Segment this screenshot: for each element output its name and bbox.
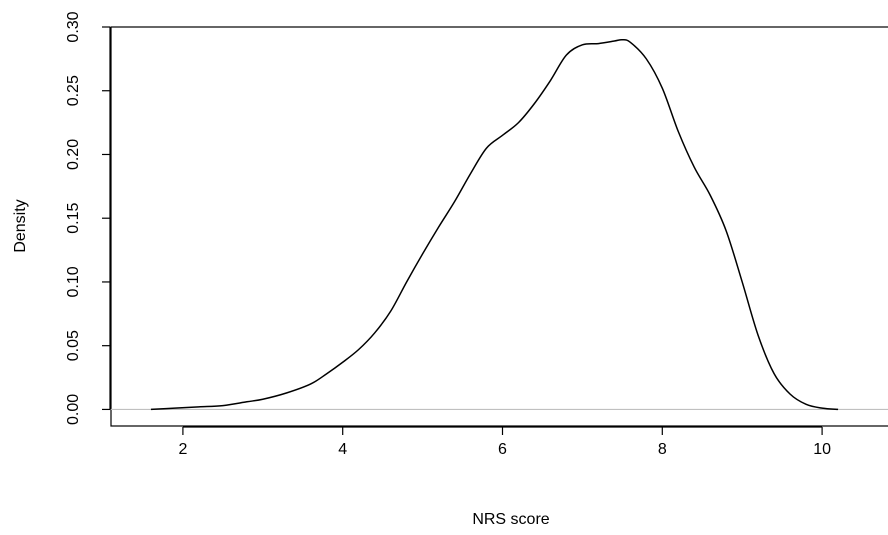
y-tick-label: 0.20 (65, 139, 82, 170)
x-tick-label: 10 (813, 441, 831, 458)
x-axis: 2 4 6 8 10 (178, 426, 831, 458)
plot-area-frame (110, 26, 888, 427)
y-axis-title: Density (12, 199, 29, 252)
y-tick-label: 0.05 (65, 330, 82, 361)
x-tick-label: 6 (498, 441, 507, 458)
y-tick-label: 0.25 (65, 75, 82, 106)
density-curve (150, 38, 839, 411)
x-axis-title: NRS score (472, 511, 549, 528)
x-tick-label: 4 (338, 441, 347, 458)
x-tick-label: 8 (658, 441, 667, 458)
y-axis: 0.00 0.05 0.10 0.15 0.20 0.25 0.30 (65, 11, 111, 425)
y-tick-label: 0.30 (65, 11, 82, 42)
x-tick-label: 2 (178, 441, 187, 458)
y-tick-label: 0.15 (65, 203, 82, 234)
y-tick-label: 0.10 (65, 266, 82, 297)
y-tick-label: 0.00 (65, 394, 82, 425)
